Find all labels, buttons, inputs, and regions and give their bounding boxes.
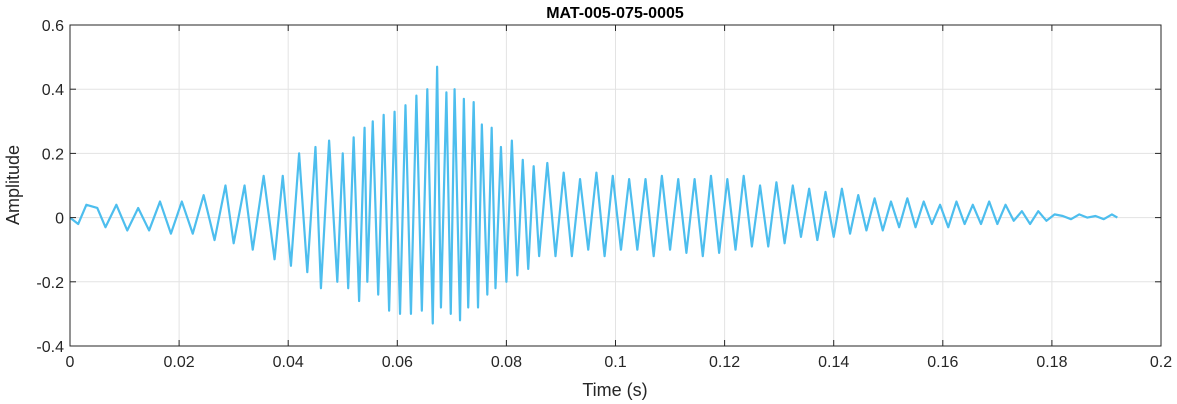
x-tick-label: 0.1 bbox=[604, 354, 626, 371]
x-tick-labels: 0 0.02 0.04 0.06 0.08 0.1 0.12 0.14 0.16 0.18 0.2 bbox=[66, 354, 1173, 371]
y-tick-label: 0.4 bbox=[42, 82, 64, 99]
series-layer bbox=[69, 65, 1118, 325]
x-axis-title: Time (s) bbox=[582, 380, 647, 400]
x-tick-label: 0.02 bbox=[164, 354, 195, 371]
grid-lines bbox=[70, 25, 1161, 346]
x-tick-label: 0.08 bbox=[491, 354, 522, 371]
y-tick-label: 0.6 bbox=[42, 18, 64, 35]
x-tick-label: 0.14 bbox=[818, 354, 849, 371]
y-tick-labels: -0.4 -0.2 0 0.2 0.4 0.6 bbox=[36, 18, 64, 356]
x-tick-label: 0.04 bbox=[273, 354, 304, 371]
series-line bbox=[69, 65, 1118, 325]
y-tick-label: -0.4 bbox=[36, 339, 64, 356]
x-tick-label: 0.2 bbox=[1150, 354, 1172, 371]
y-tick-label: -0.2 bbox=[36, 275, 64, 292]
x-tick-label: 0.16 bbox=[927, 354, 958, 371]
x-tick-label: 0 bbox=[66, 354, 75, 371]
chart-title: MAT-005-075-0005 bbox=[546, 5, 684, 22]
tick-marks bbox=[69, 24, 1162, 347]
y-tick-label: 0 bbox=[55, 211, 64, 228]
x-tick-label: 0.12 bbox=[709, 354, 740, 371]
x-tick-label: 0.18 bbox=[1036, 354, 1067, 371]
y-axis-title: Amplitude bbox=[3, 145, 23, 225]
x-tick-label: 0.06 bbox=[382, 354, 413, 371]
y-tick-label: 0.2 bbox=[42, 146, 64, 163]
